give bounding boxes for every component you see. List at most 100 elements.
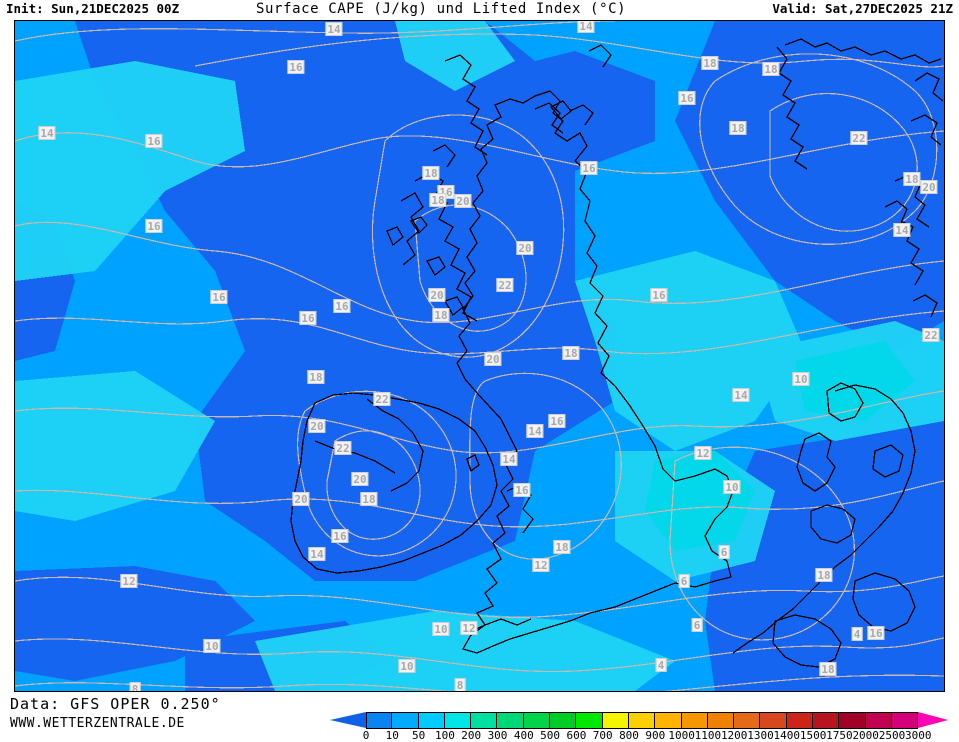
- contour-label: 8: [129, 682, 141, 691]
- colorbar-cell: [444, 712, 472, 729]
- colorbar-tick: 800: [619, 729, 639, 742]
- contour-label: 22: [850, 131, 868, 145]
- colorbar-cell: [839, 712, 866, 729]
- contour-label: 18: [729, 121, 747, 135]
- contour-label: 16: [331, 529, 349, 543]
- colorbar-tick: 700: [592, 729, 613, 742]
- valid-time-label: Valid: Sat,27DEC2025 21Z: [772, 1, 953, 16]
- contour-label: 22: [373, 392, 391, 406]
- contour-label: 20: [292, 492, 310, 506]
- colorbar-cell: [760, 712, 787, 729]
- colorbar-tick: 900: [645, 729, 666, 742]
- cape-colorbar[interactable]: [330, 712, 954, 729]
- contour-label: 10: [398, 659, 416, 673]
- contour-label: 16: [145, 219, 163, 233]
- colorbar-tick: 100: [434, 729, 455, 742]
- init-time-label: Init: Sun,21DEC2025 00Z: [6, 1, 180, 16]
- colorbar-under-arrow: [330, 712, 366, 728]
- contour-label: 18: [429, 193, 447, 207]
- colorbar-cell: [366, 712, 393, 729]
- colorbar-cell: [550, 712, 577, 729]
- colorbar-tick: 500: [540, 729, 561, 742]
- colorbar-tick: 400: [513, 729, 534, 742]
- colorbar-tick: 1300: [747, 729, 774, 742]
- contour-label: 14: [577, 20, 595, 33]
- contour-label: 16: [145, 134, 163, 148]
- contour-label: 18: [422, 166, 440, 180]
- contour-label: 20: [920, 180, 938, 194]
- coastlines: [290, 38, 944, 668]
- contour-label: 12: [532, 558, 550, 572]
- colorbar-tick: 3000: [905, 729, 932, 742]
- colorbar-over-arrow: [918, 712, 949, 728]
- contour-label: 20: [308, 419, 326, 433]
- contour-label: 16: [210, 290, 228, 304]
- contour-label: 4: [851, 627, 863, 641]
- colorbar-tick: 0: [362, 729, 370, 742]
- colorbar-tick-labels: 0 10 50 100 200 300 400 500 600 700 800 900 1000 1100…: [330, 729, 954, 742]
- colorbar-cell: [392, 712, 419, 729]
- contour-label: 18: [307, 370, 325, 384]
- contour-label: 10: [792, 372, 810, 386]
- colorbar-cell: [865, 712, 892, 729]
- contour-label: 16: [867, 626, 885, 640]
- contour-label: 6: [678, 574, 690, 588]
- colorbar-tick: 1500: [799, 729, 827, 742]
- contour-label: 12: [460, 621, 478, 635]
- contour-label: 20: [454, 194, 472, 208]
- colorbar-cell: [497, 712, 524, 729]
- contour-label: 22: [496, 278, 514, 292]
- page-title: Surface CAPE (J/kg) und Lifted Index (°C…: [256, 1, 627, 17]
- website-label: WWW.WETTERZENTRALE.DE: [10, 716, 185, 731]
- contour-label: 18: [903, 172, 921, 186]
- colorbar-cell: [734, 712, 761, 729]
- contour-label: 18: [432, 308, 450, 322]
- contour-label: 18: [701, 56, 719, 70]
- colorbar-cell: [576, 712, 603, 729]
- colorbar-cell: [655, 712, 682, 729]
- contour-label: 20: [428, 288, 446, 302]
- contour-label: 20: [351, 472, 369, 486]
- contour-label: 16: [513, 483, 531, 497]
- contour-label: 18: [553, 540, 571, 554]
- contour-label: 16: [333, 299, 351, 313]
- colorbar-tick: 50: [411, 729, 426, 742]
- contour-label: 18: [819, 662, 837, 676]
- contour-label: 12: [120, 574, 138, 588]
- contour-label: 16: [650, 288, 668, 302]
- weather-map-canvas[interactable]: 1414161818162218141618181620161820161420…: [14, 20, 945, 692]
- colorbar-cell: [471, 712, 498, 729]
- contour-label: 14: [308, 547, 326, 561]
- contour-label: 16: [678, 91, 696, 105]
- colorbar-cell: [628, 712, 656, 729]
- colorbar-cell: [891, 712, 919, 729]
- contour-label: 20: [516, 241, 534, 255]
- colorbar-tick: 2000: [852, 729, 879, 742]
- map-graphic: [15, 21, 944, 691]
- contour-label: 22: [922, 328, 940, 342]
- colorbar-cell: [681, 712, 708, 729]
- contour-label: 14: [325, 22, 343, 36]
- colorbar-cell: [418, 712, 445, 729]
- colorbar-tick: 1000: [668, 729, 695, 742]
- contour-label: 14: [526, 424, 544, 438]
- colorbar-tick: 200: [461, 729, 482, 742]
- colorbar-tick: 1400: [773, 729, 801, 742]
- contour-label: 14: [893, 223, 911, 237]
- colorbar-tick: 1750: [826, 729, 853, 742]
- contour-label: 8: [454, 678, 466, 692]
- contour-label: 18: [815, 568, 833, 582]
- contour-label: 10: [203, 639, 221, 653]
- contour-label: 16: [287, 60, 305, 74]
- contour-label: 18: [762, 62, 780, 76]
- colorbar-cell: [813, 712, 840, 729]
- map-header: Init: Sun,21DEC2025 00Z Surface CAPE (J/…: [0, 0, 959, 20]
- contour-label: 6: [691, 618, 703, 632]
- colorbar-cell: [602, 712, 629, 729]
- colorbar-tick: 600: [566, 729, 587, 742]
- contour-label: 18: [562, 346, 580, 360]
- colorbar-cells: [366, 712, 919, 729]
- colorbar-tick: 1200: [720, 729, 748, 742]
- colorbar-tick: 300: [487, 729, 508, 742]
- contour-label: 18: [360, 492, 378, 506]
